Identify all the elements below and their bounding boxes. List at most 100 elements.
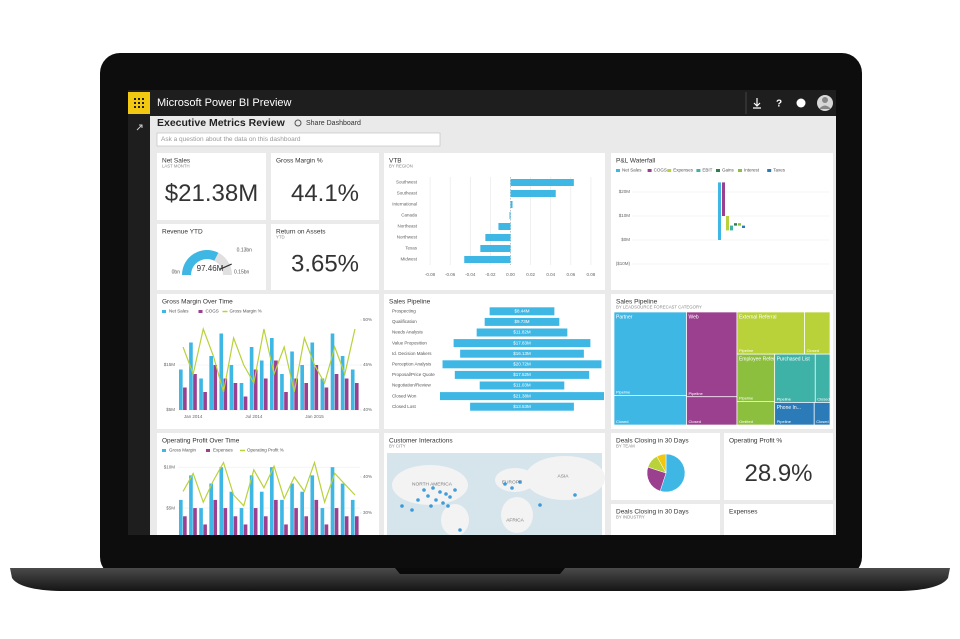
bar xyxy=(340,483,345,535)
share-button[interactable]: Share Dashboard xyxy=(306,120,361,127)
bar xyxy=(259,491,264,535)
waterfall-bar xyxy=(718,182,721,240)
group-label: Web xyxy=(689,314,699,320)
y-tick-label: Proposal/Price Quote xyxy=(392,372,435,377)
cell-label: Closed xyxy=(816,419,828,424)
bar xyxy=(219,333,224,410)
bar xyxy=(334,508,339,535)
download-icon[interactable] xyxy=(753,98,761,109)
bar xyxy=(340,356,345,410)
gauge-target-label: 0.13bn xyxy=(237,247,253,253)
legend-label: COGS xyxy=(206,309,219,314)
cell-label: Closed xyxy=(689,419,701,424)
bar xyxy=(354,383,359,410)
waterfall-bar xyxy=(730,225,733,231)
tile xyxy=(611,504,720,535)
treemap-cell xyxy=(686,396,738,426)
help-icon[interactable]: ? xyxy=(776,99,782,110)
legend-swatch xyxy=(767,169,772,172)
y2-tick-label: 40% xyxy=(363,474,372,479)
bar xyxy=(233,516,238,535)
funnel-bar xyxy=(484,317,560,326)
pie-slice xyxy=(646,466,667,492)
bar xyxy=(183,387,187,410)
map-label: ASIA xyxy=(558,473,570,479)
bar xyxy=(209,356,213,410)
bar xyxy=(270,467,274,535)
bar xyxy=(233,383,238,410)
cell-label: Closed xyxy=(807,348,819,353)
expand-icon[interactable] xyxy=(136,124,143,131)
y-tick-label: $5M xyxy=(166,407,175,412)
tile-title: Expenses xyxy=(729,509,758,516)
y2-tick-label: 50% xyxy=(363,317,372,322)
bar xyxy=(263,378,268,410)
gauge-value-label: 97.46M xyxy=(197,264,224,273)
legend-swatch xyxy=(738,169,742,172)
bar xyxy=(179,369,183,410)
legend-label: Operating Profit % xyxy=(247,448,284,453)
x-tick-label: 0.02 xyxy=(526,272,535,277)
kpi-value: 28.9% xyxy=(744,460,812,487)
treemap-cell xyxy=(613,395,687,426)
map-dot xyxy=(441,501,445,505)
cell-label: Omitted xyxy=(739,419,753,424)
y-tick-label: Northwest xyxy=(397,235,418,240)
bar xyxy=(310,342,315,410)
tile-title: Operating Profit Over Time xyxy=(162,438,240,445)
legend-swatch xyxy=(162,449,166,452)
bar xyxy=(464,256,511,263)
tile xyxy=(724,433,833,500)
tile-title: Gross Margin % xyxy=(276,158,323,165)
bar xyxy=(243,524,248,535)
funnel-bar xyxy=(442,360,602,369)
map-land xyxy=(495,468,535,492)
bar xyxy=(509,212,511,219)
legend-label: Expenses xyxy=(213,448,234,453)
bar xyxy=(330,467,335,535)
map-label: AFRICA xyxy=(506,517,524,523)
tile-title: Customer Interactions xyxy=(389,438,453,445)
qa-box[interactable] xyxy=(156,132,441,147)
group-label: Phone In... xyxy=(777,405,801,411)
cell-label: Pipeline xyxy=(616,390,631,395)
y2-tick-label: 30% xyxy=(363,510,372,515)
bar xyxy=(344,378,349,410)
tile-subtitle: BY REGION xyxy=(389,164,413,169)
bar xyxy=(239,508,244,535)
bar xyxy=(209,483,213,535)
legend-swatch xyxy=(716,169,720,172)
bar xyxy=(229,365,234,410)
dashboard-title: Executive Metrics Review xyxy=(157,117,286,129)
bar xyxy=(330,333,335,410)
bar xyxy=(314,499,319,535)
treemap-cell xyxy=(686,311,738,398)
kpi-value: $21.38M xyxy=(165,180,258,207)
tile-title: Deals Closing in 30 Days xyxy=(616,509,689,516)
funnel-bar xyxy=(460,349,584,358)
tile-title: Operating Profit % xyxy=(729,438,782,445)
legend-swatch xyxy=(696,169,701,172)
tile xyxy=(611,153,833,290)
legend-swatch xyxy=(198,310,203,313)
map-dot xyxy=(410,508,414,512)
group-label: Partner xyxy=(616,314,633,320)
map-dot xyxy=(444,492,448,496)
bar xyxy=(320,508,325,535)
y-tick-label: Id. Decision Makers xyxy=(392,351,432,356)
feedback-icon[interactable] xyxy=(796,98,806,108)
bar xyxy=(284,392,288,410)
bar xyxy=(304,383,309,410)
map-dot xyxy=(538,503,542,507)
bar xyxy=(510,190,556,197)
cell-label: Pipeline xyxy=(777,419,792,424)
screen: Microsoft Power BI Preview ? Executive M… xyxy=(128,90,836,535)
tile-subtitle: BY LEADSOURCE FORECAST CATEGORY xyxy=(616,305,702,310)
map-dot xyxy=(438,490,442,494)
map-dot xyxy=(448,495,452,499)
data-label: $11.82M xyxy=(513,330,530,335)
map-dot xyxy=(573,493,577,497)
share-icon[interactable] xyxy=(294,119,302,127)
y-tick-label: Prospecting xyxy=(392,308,416,313)
